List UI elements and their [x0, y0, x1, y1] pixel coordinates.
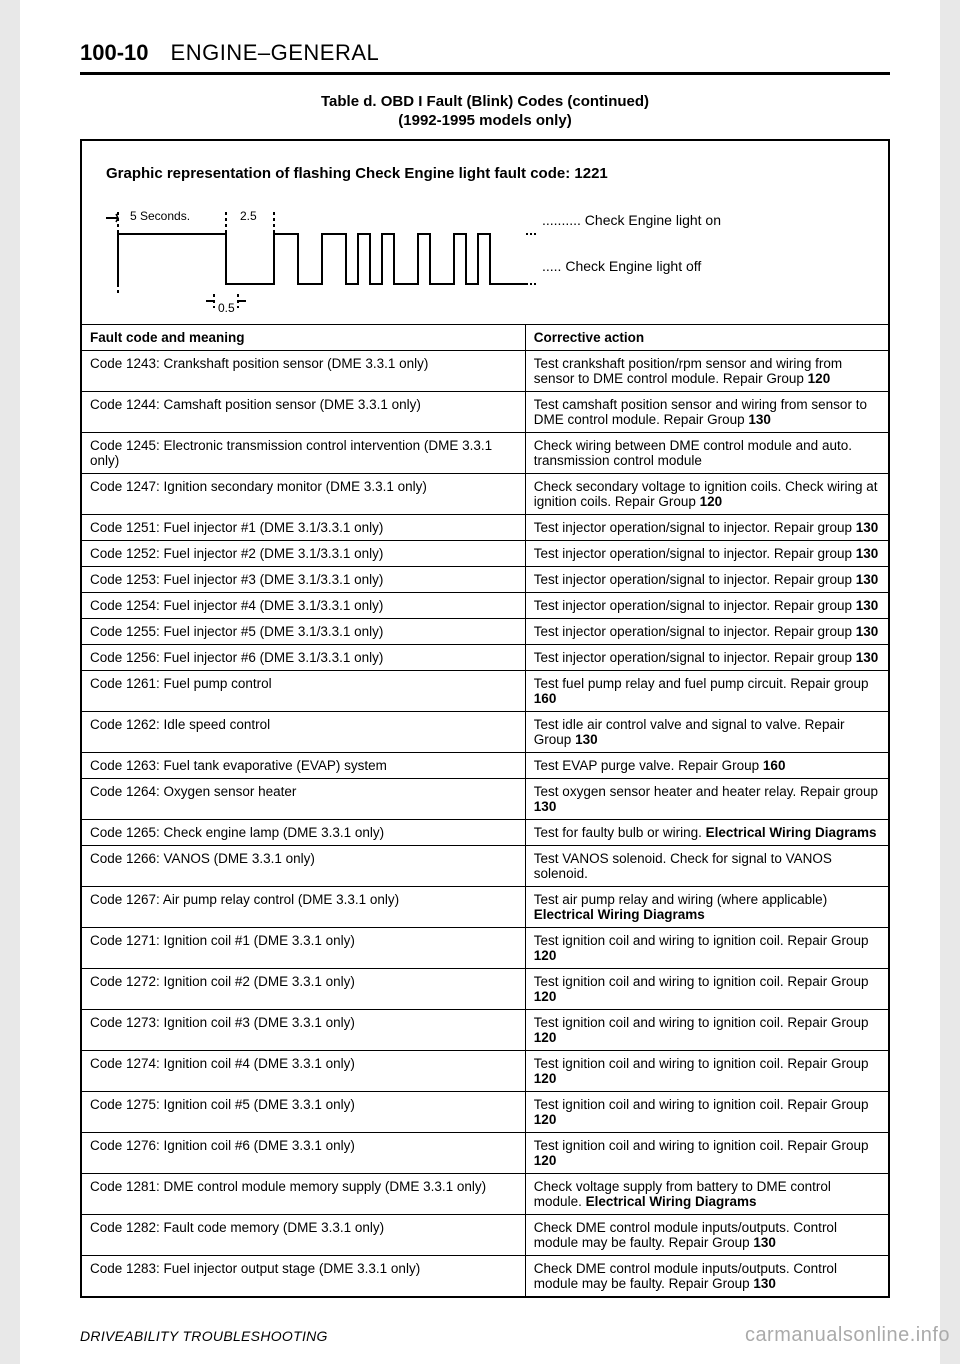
- table-row: Code 1245: Electronic transmission contr…: [82, 433, 888, 474]
- action-cell: Check DME control module inputs/outputs.…: [525, 1256, 888, 1297]
- action-cell: Test injector operation/signal to inject…: [525, 645, 888, 671]
- table-row: Code 1263: Fuel tank evaporative (EVAP) …: [82, 753, 888, 779]
- table-row: Code 1281: DME control module memory sup…: [82, 1174, 888, 1215]
- action-cell: Check wiring between DME control module …: [525, 433, 888, 474]
- table-row: Code 1266: VANOS (DME 3.3.1 only)Test VA…: [82, 846, 888, 887]
- action-cell: Test oxygen sensor heater and heater rel…: [525, 779, 888, 820]
- legend-on: .......... Check Engine light on: [542, 212, 721, 228]
- action-cell: Test injector operation/signal to inject…: [525, 541, 888, 567]
- fault-cell: Code 1251: Fuel injector #1 (DME 3.1/3.3…: [82, 515, 525, 541]
- fault-cell: Code 1244: Camshaft position sensor (DME…: [82, 392, 525, 433]
- fault-cell: Code 1273: Ignition coil #3 (DME 3.3.1 o…: [82, 1010, 525, 1051]
- fault-cell: Code 1261: Fuel pump control: [82, 671, 525, 712]
- action-cell: Test camshaft position sensor and wiring…: [525, 392, 888, 433]
- table-row: Code 1282: Fault code memory (DME 3.3.1 …: [82, 1215, 888, 1256]
- col-header-fault: Fault code and meaning: [82, 325, 525, 351]
- table-row: Code 1261: Fuel pump controlTest fuel pu…: [82, 671, 888, 712]
- fault-cell: Code 1266: VANOS (DME 3.3.1 only): [82, 846, 525, 887]
- fault-cell: Code 1274: Ignition coil #4 (DME 3.3.1 o…: [82, 1051, 525, 1092]
- fault-cell: Code 1243: Crankshaft position sensor (D…: [82, 351, 525, 392]
- fault-cell: Code 1247: Ignition secondary monitor (D…: [82, 474, 525, 515]
- table-row: Code 1271: Ignition coil #1 (DME 3.3.1 o…: [82, 928, 888, 969]
- table-row: Code 1274: Ignition coil #4 (DME 3.3.1 o…: [82, 1051, 888, 1092]
- watermark: carmanualsonline.info: [745, 1324, 950, 1347]
- page: 100-10 ENGINE–GENERAL Table d. OBD I Fau…: [20, 0, 940, 1364]
- fault-cell: Code 1281: DME control module memory sup…: [82, 1174, 525, 1215]
- action-cell: Test for faulty bulb or wiring. Electric…: [525, 820, 888, 846]
- table-row: Code 1253: Fuel injector #3 (DME 3.1/3.3…: [82, 567, 888, 593]
- table-row: Code 1243: Crankshaft position sensor (D…: [82, 351, 888, 392]
- fault-cell: Code 1275: Ignition coil #5 (DME 3.3.1 o…: [82, 1092, 525, 1133]
- fault-cell: Code 1262: Idle speed control: [82, 712, 525, 753]
- table-row: Code 1262: Idle speed controlTest idle a…: [82, 712, 888, 753]
- fault-cell: Code 1263: Fuel tank evaporative (EVAP) …: [82, 753, 525, 779]
- table-row: Code 1267: Air pump relay control (DME 3…: [82, 887, 888, 928]
- action-cell: Test ignition coil and wiring to ignitio…: [525, 1010, 888, 1051]
- action-cell: Check voltage supply from battery to DME…: [525, 1174, 888, 1215]
- label-2-5: 2.5: [240, 209, 257, 223]
- table-row: Code 1265: Check engine lamp (DME 3.3.1 …: [82, 820, 888, 846]
- fault-cell: Code 1245: Electronic transmission contr…: [82, 433, 525, 474]
- fault-codes-table: Fault code and meaning Corrective action…: [82, 325, 888, 1296]
- fault-cell: Code 1253: Fuel injector #3 (DME 3.1/3.3…: [82, 567, 525, 593]
- action-cell: Test injector operation/signal to inject…: [525, 515, 888, 541]
- fault-cell: Code 1255: Fuel injector #5 (DME 3.1/3.3…: [82, 619, 525, 645]
- action-cell: Test ignition coil and wiring to ignitio…: [525, 1092, 888, 1133]
- fault-cell: Code 1264: Oxygen sensor heater: [82, 779, 525, 820]
- fault-cell: Code 1254: Fuel injector #4 (DME 3.1/3.3…: [82, 593, 525, 619]
- fault-cell: Code 1256: Fuel injector #6 (DME 3.1/3.3…: [82, 645, 525, 671]
- action-cell: Test ignition coil and wiring to ignitio…: [525, 969, 888, 1010]
- action-cell: Check secondary voltage to ignition coil…: [525, 474, 888, 515]
- action-cell: Test idle air control valve and signal t…: [525, 712, 888, 753]
- table-row: Code 1255: Fuel injector #5 (DME 3.1/3.3…: [82, 619, 888, 645]
- action-cell: Test ignition coil and wiring to ignitio…: [525, 1133, 888, 1174]
- table-row: Code 1251: Fuel injector #1 (DME 3.1/3.3…: [82, 515, 888, 541]
- action-cell: Test EVAP purge valve. Repair Group 160: [525, 753, 888, 779]
- diagram-legend: .......... Check Engine light on ..... C…: [542, 204, 721, 304]
- table-row: Code 1276: Ignition coil #6 (DME 3.3.1 o…: [82, 1133, 888, 1174]
- fault-cell: Code 1283: Fuel injector output stage (D…: [82, 1256, 525, 1297]
- page-number: 100-10: [80, 40, 149, 66]
- graphic-box: Graphic representation of flashing Check…: [82, 141, 888, 325]
- table-row: Code 1252: Fuel injector #2 (DME 3.1/3.3…: [82, 541, 888, 567]
- fault-cell: Code 1276: Ignition coil #6 (DME 3.3.1 o…: [82, 1133, 525, 1174]
- table-row: Code 1273: Ignition coil #3 (DME 3.3.1 o…: [82, 1010, 888, 1051]
- action-cell: Test crankshaft position/rpm sensor and …: [525, 351, 888, 392]
- table-row: Code 1244: Camshaft position sensor (DME…: [82, 392, 888, 433]
- legend-off: ..... Check Engine light off: [542, 258, 721, 274]
- fault-cell: Code 1271: Ignition coil #1 (DME 3.3.1 o…: [82, 928, 525, 969]
- fault-cell: Code 1265: Check engine lamp (DME 3.3.1 …: [82, 820, 525, 846]
- action-cell: Test injector operation/signal to inject…: [525, 567, 888, 593]
- fault-cell: Code 1272: Ignition coil #2 (DME 3.3.1 o…: [82, 969, 525, 1010]
- action-cell: Test air pump relay and wiring (where ap…: [525, 887, 888, 928]
- action-cell: Check DME control module inputs/outputs.…: [525, 1215, 888, 1256]
- diagram-wrap: 5 Seconds. 2.5 0.5 .......... Check Engi…: [106, 204, 864, 314]
- action-cell: Test ignition coil and wiring to ignitio…: [525, 1051, 888, 1092]
- fault-cell: Code 1282: Fault code memory (DME 3.3.1 …: [82, 1215, 525, 1256]
- table-row: Code 1247: Ignition secondary monitor (D…: [82, 474, 888, 515]
- page-header: 100-10 ENGINE–GENERAL: [80, 40, 890, 75]
- table-row: Code 1275: Ignition coil #5 (DME 3.3.1 o…: [82, 1092, 888, 1133]
- action-cell: Test injector operation/signal to inject…: [525, 619, 888, 645]
- action-cell: Test injector operation/signal to inject…: [525, 593, 888, 619]
- graphic-title: Graphic representation of flashing Check…: [106, 165, 864, 182]
- action-cell: Test VANOS solenoid. Check for signal to…: [525, 846, 888, 887]
- section-title: ENGINE–GENERAL: [171, 40, 380, 66]
- table-row: Code 1283: Fuel injector output stage (D…: [82, 1256, 888, 1297]
- blink-diagram: 5 Seconds. 2.5 0.5: [106, 204, 536, 314]
- table-row: Code 1256: Fuel injector #6 (DME 3.1/3.3…: [82, 645, 888, 671]
- label-0-5: 0.5: [218, 301, 235, 314]
- table-title: Table d. OBD I Fault (Blink) Codes (cont…: [80, 93, 890, 110]
- fault-cell: Code 1267: Air pump relay control (DME 3…: [82, 887, 525, 928]
- fault-cell: Code 1252: Fuel injector #2 (DME 3.1/3.3…: [82, 541, 525, 567]
- label-5-seconds: 5 Seconds.: [130, 209, 190, 223]
- table-row: Code 1254: Fuel injector #4 (DME 3.1/3.3…: [82, 593, 888, 619]
- table-row: Code 1272: Ignition coil #2 (DME 3.3.1 o…: [82, 969, 888, 1010]
- action-cell: Test fuel pump relay and fuel pump circu…: [525, 671, 888, 712]
- table-subtitle: (1992-1995 models only): [80, 112, 890, 129]
- content-frame: Graphic representation of flashing Check…: [80, 139, 890, 1298]
- col-header-action: Corrective action: [525, 325, 888, 351]
- table-row: Code 1264: Oxygen sensor heaterTest oxyg…: [82, 779, 888, 820]
- action-cell: Test ignition coil and wiring to ignitio…: [525, 928, 888, 969]
